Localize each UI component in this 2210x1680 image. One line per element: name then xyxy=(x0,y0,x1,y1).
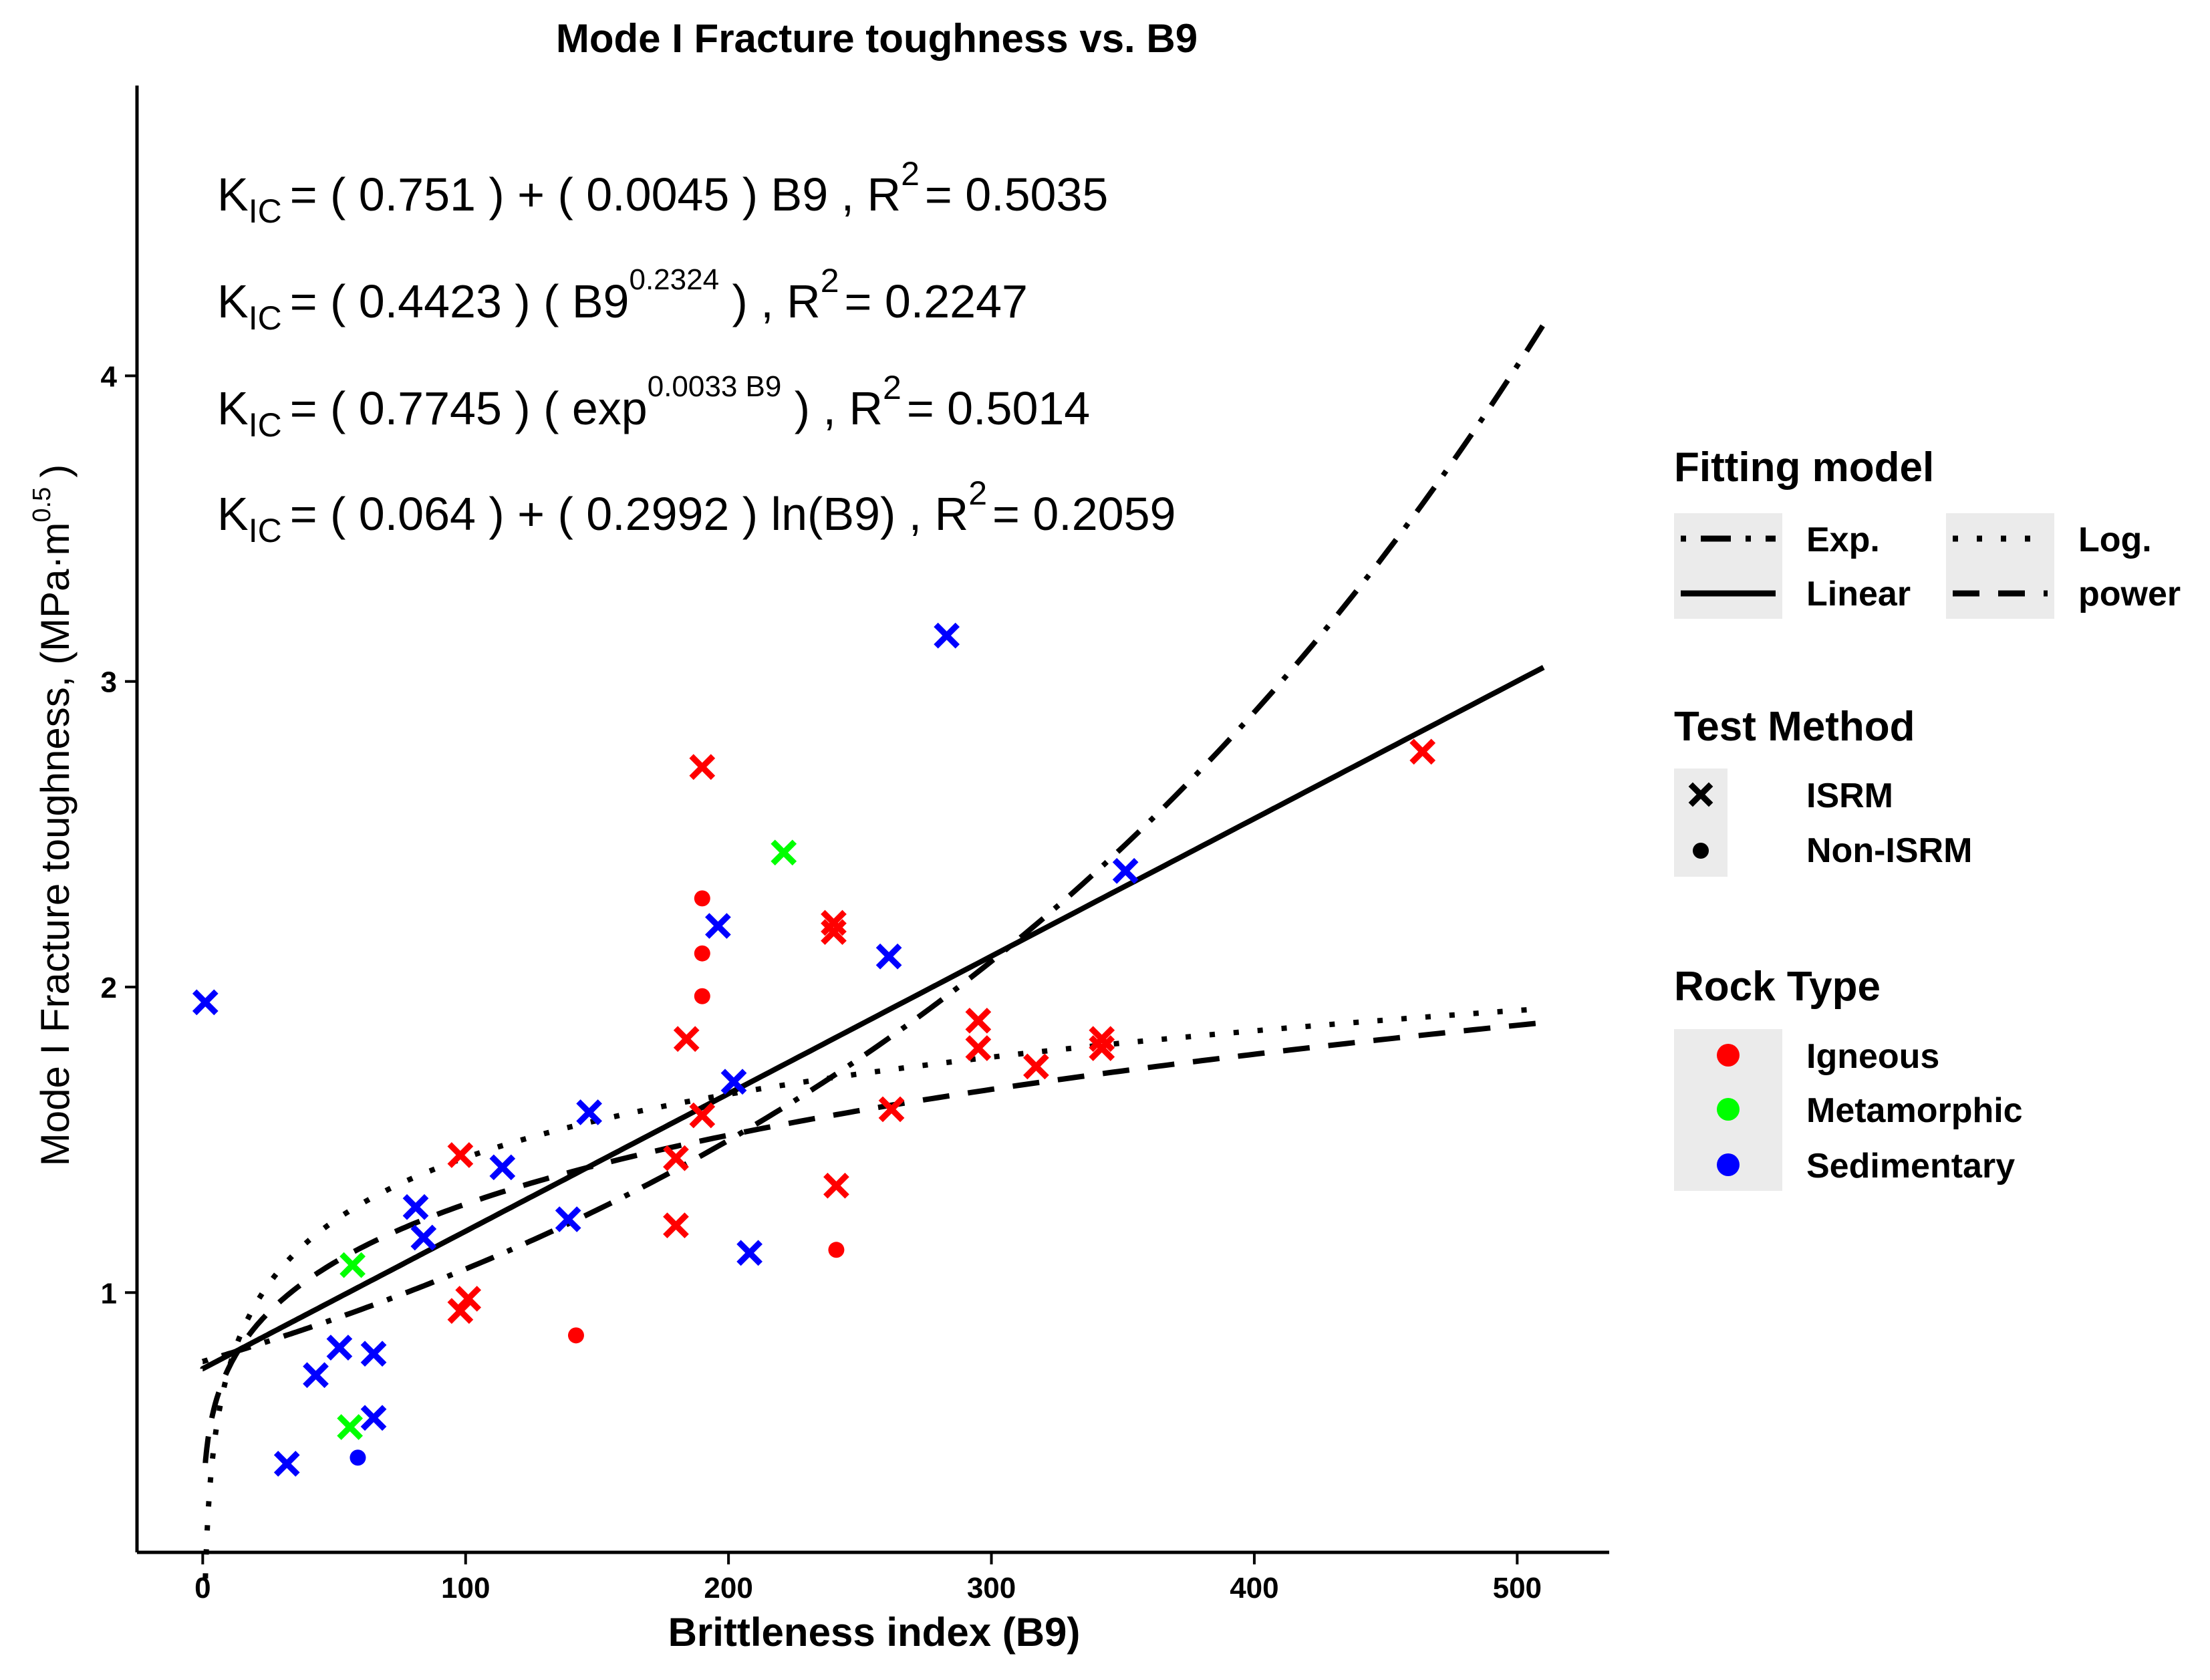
data-point xyxy=(402,1194,429,1220)
legend-label-linear: Linear xyxy=(1806,575,1911,613)
data-point xyxy=(489,1154,516,1181)
chart-title: Mode I Fracture toughness vs. B9 xyxy=(556,16,1198,61)
data-point xyxy=(360,1405,387,1431)
data-point xyxy=(567,1327,584,1344)
legend-key-metamorphic-dot xyxy=(1717,1098,1740,1121)
x-tick-label: 100 xyxy=(441,1572,490,1604)
data-point xyxy=(1112,857,1139,884)
data-point xyxy=(694,988,710,1004)
legend-label-isrm: ISRM xyxy=(1806,777,1893,815)
equation-power: KIC = ( 0.4423 ) ( B90.2324 ) , R2 = 0.224… xyxy=(217,262,1028,337)
legend-key-bg xyxy=(1946,513,2054,619)
legend-key-bg xyxy=(1674,513,1782,619)
data-point xyxy=(689,754,716,781)
legend-key-sedimentary-dot xyxy=(1717,1153,1740,1176)
data-point xyxy=(1089,1035,1115,1061)
y-tick-label: 2 xyxy=(101,972,117,1004)
data-point xyxy=(736,1240,763,1266)
data-point xyxy=(965,1007,992,1034)
data-point xyxy=(663,1145,689,1171)
y-axis-title: Mode I Fracture toughness, (MPa·m0.5) xyxy=(28,464,78,1167)
data-point xyxy=(337,1414,364,1440)
legend-label-power: power xyxy=(2078,575,2181,613)
data-point xyxy=(823,1172,849,1199)
data-point xyxy=(410,1224,437,1251)
legend-key-isrm-cross xyxy=(1688,782,1713,807)
equation-log: KIC = ( 0.064 ) + ( 0.2992 ) ln(B9) , R2 =… xyxy=(217,474,1176,549)
data-point xyxy=(360,1341,387,1367)
x-axis-title: Brittleness index (B9) xyxy=(668,1610,1081,1655)
y-axis-ticks: 1 2 3 4 xyxy=(101,360,137,1310)
data-point xyxy=(273,1451,300,1477)
data-point xyxy=(821,919,847,946)
fit-line-power xyxy=(202,1020,1544,1466)
y-tick-label: 1 xyxy=(101,1277,117,1310)
data-point xyxy=(1023,1053,1049,1080)
data-points xyxy=(192,622,1436,1477)
x-tick-label: 300 xyxy=(967,1572,1016,1604)
x-tick-label: 0 xyxy=(194,1572,211,1604)
x-tick-label: 200 xyxy=(704,1572,752,1604)
data-point xyxy=(720,1069,747,1095)
legend-fitting-model-title: Fitting model xyxy=(1674,444,1934,491)
legend-test-method: Test Method ISRM Non-ISRM xyxy=(1674,704,1972,877)
legend-label-exp: Exp. xyxy=(1806,521,1880,559)
legend-label-non-isrm: Non-ISRM xyxy=(1806,831,1972,870)
fit-line-exp xyxy=(200,323,1546,1365)
data-point xyxy=(326,1335,353,1361)
y-axis-title-close: ) xyxy=(33,464,78,478)
legend-label-igneous: Igneous xyxy=(1806,1037,1939,1076)
y-tick-label: 4 xyxy=(101,360,118,393)
data-point xyxy=(1409,738,1436,765)
x-axis-ticks: 0 100 200 300 400 500 xyxy=(194,1552,1542,1604)
y-tick-label: 3 xyxy=(101,666,117,699)
legend-key-non-isrm-dot xyxy=(1693,843,1709,859)
equation-exp: KIC = ( 0.7745 ) ( exp0.0033 B9 ) , R2 = 0… xyxy=(217,369,1090,444)
data-point xyxy=(771,839,797,866)
data-point xyxy=(455,1286,482,1312)
fit-line-log xyxy=(202,1006,1544,1581)
data-point xyxy=(673,1026,700,1053)
data-point xyxy=(663,1212,689,1239)
data-point xyxy=(694,945,710,962)
data-point xyxy=(447,1142,474,1168)
legend-label-log: Log. xyxy=(2078,521,2152,559)
data-point xyxy=(192,989,219,1016)
data-point xyxy=(350,1449,366,1466)
data-point xyxy=(447,1298,474,1324)
fit-line-linear xyxy=(200,665,1545,1372)
data-point xyxy=(694,890,710,907)
y-axis-title-main: Mode I Fracture toughness, (MPa·m xyxy=(33,523,78,1167)
x-tick-label: 400 xyxy=(1230,1572,1278,1604)
y-axis-title-exponent: 0.5 xyxy=(28,487,56,523)
data-point xyxy=(934,622,960,649)
data-point xyxy=(303,1362,329,1389)
data-point xyxy=(965,1035,992,1061)
data-point xyxy=(875,943,902,970)
legend-fitting-model: Fitting model Exp. Log. Linear power xyxy=(1674,444,2181,619)
x-tick-label: 500 xyxy=(1493,1572,1542,1604)
data-point xyxy=(555,1206,581,1232)
equation-linear: KIC = ( 0.751 ) + ( 0.0045 ) B9 , R2 = 0.5… xyxy=(217,155,1108,230)
data-point xyxy=(689,1102,716,1129)
legend-rock-type: Rock Type Igneous Metamorphic Sedimentar… xyxy=(1674,964,2023,1191)
legend-rock-type-title: Rock Type xyxy=(1674,964,1881,1010)
data-point xyxy=(705,913,731,939)
legend-label-sedimentary: Sedimentary xyxy=(1806,1147,2015,1185)
legend-key-igneous-dot xyxy=(1717,1044,1740,1067)
data-point xyxy=(828,1242,845,1258)
legend-test-method-title: Test Method xyxy=(1674,704,1915,750)
data-point xyxy=(339,1252,366,1278)
data-point xyxy=(878,1096,905,1123)
equations: KIC = ( 0.751 ) + ( 0.0045 ) B9 , R2 = 0.5… xyxy=(217,155,1176,549)
legend-key-bg xyxy=(1674,768,1728,877)
data-point xyxy=(576,1099,602,1125)
legend-label-metamorphic: Metamorphic xyxy=(1806,1091,2023,1130)
